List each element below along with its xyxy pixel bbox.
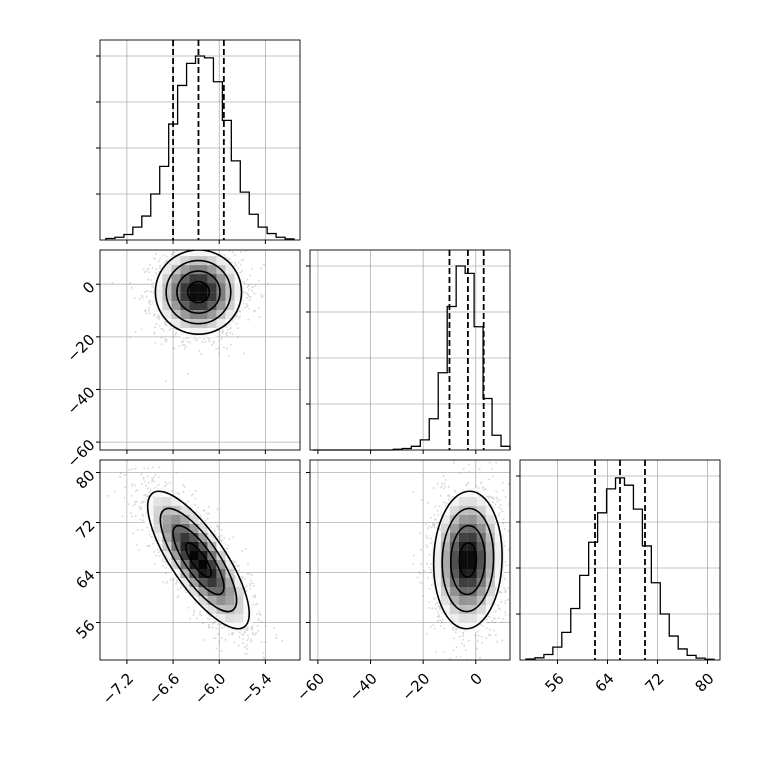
histogram-panel-3 [516,460,720,660]
scatter-panel-3-2 [306,431,526,684]
y-tick-label: 64 [72,566,98,592]
density-cell [153,497,162,506]
x-tick-label: −40 [346,670,381,705]
x-tick-label: −6.0 [191,670,229,708]
density-cell [468,533,477,542]
density-cell [162,515,171,524]
x-tick-label: 0 [467,670,486,689]
density-cell [189,247,198,256]
y-tick-label: 72 [72,516,98,542]
x-tick-label: −6.6 [145,670,183,708]
density-cell [162,524,171,533]
density-cell [468,497,477,506]
histogram-panel-1 [96,40,300,240]
x-tick-label: −20 [398,670,433,705]
y-tick-label: −40 [63,383,98,418]
density-cell [468,578,477,587]
density-cell [432,542,441,551]
y-tick-label: 56 [72,616,98,642]
density-cell [432,578,441,587]
histogram-panel-2 [306,250,510,450]
density-cell [459,533,468,542]
density-cell [459,614,468,623]
density-cell [468,515,477,524]
density-cell [198,247,207,256]
density-cell [189,328,198,337]
density-cell [495,533,504,542]
density-cell [225,587,234,596]
density-cell [495,569,504,578]
x-tick-label: −5.4 [237,670,275,708]
x-tick-label: 64 [592,670,618,696]
y-tick-label: −20 [63,331,98,366]
density-cell [189,551,198,560]
density-cell [477,587,486,596]
density-cell [459,497,468,506]
density-cell [207,578,216,587]
density-cell [171,515,180,524]
density-cell [198,328,207,337]
density-cell [450,524,459,533]
x-tick-label: 56 [542,670,568,696]
density-cell [459,515,468,524]
scatter-panel-3-1 [96,444,300,680]
density-cell [234,614,243,623]
y-tick-label: −60 [63,436,98,471]
y-tick-label: 0 [79,278,98,297]
x-tick-label: 80 [692,670,718,696]
density-cell [180,533,189,542]
x-tick-label: −7.2 [99,670,137,708]
panel-background [310,250,510,450]
density-cell [459,596,468,605]
density-cell [216,596,225,605]
x-tick-label: 72 [642,670,668,696]
density-cell [225,596,234,605]
scatter-panel-2-1 [96,220,300,454]
density-cell [459,578,468,587]
density-cell [225,614,234,623]
density-cell [162,497,171,506]
x-tick-label: −60 [293,670,328,705]
density-cell [468,614,477,623]
density-cell [468,596,477,605]
density-cell [198,560,207,569]
panel-background [100,40,300,240]
